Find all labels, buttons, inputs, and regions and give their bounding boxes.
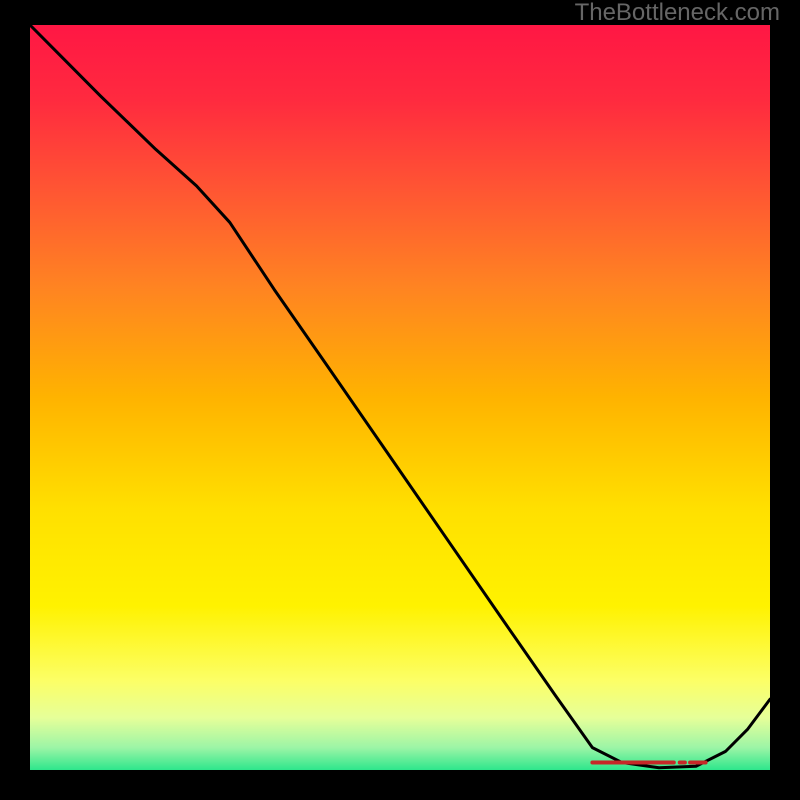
chart-container: TheBottleneck.com: [0, 0, 800, 800]
chart-svg: TheBottleneck.com: [0, 0, 800, 800]
attribution-label: TheBottleneck.com: [575, 0, 780, 26]
